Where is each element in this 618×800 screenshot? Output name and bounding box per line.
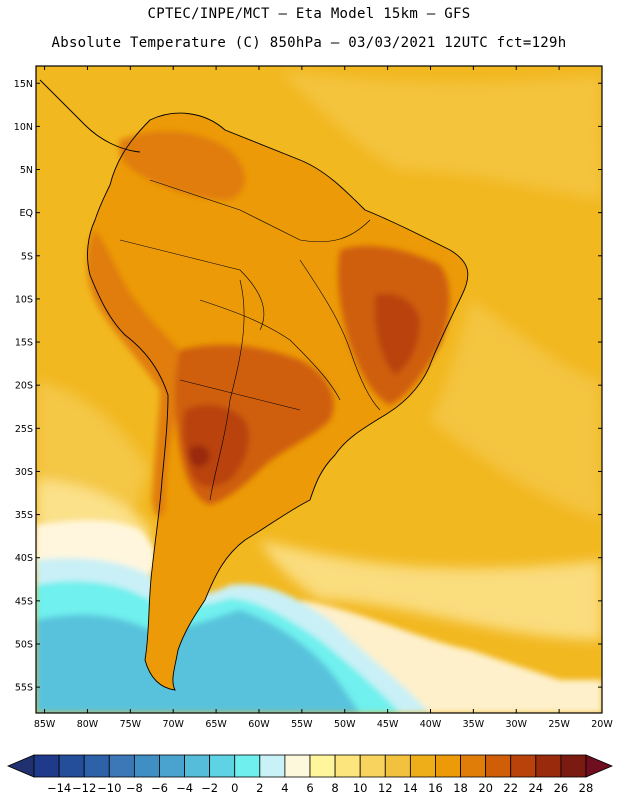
continent: [39, 79, 469, 691]
lon-label: 35W: [463, 719, 485, 730]
map-title-line2: Absolute Temperature (C) 850hPa – 03/03/…: [51, 35, 567, 51]
colorbar-label: 28: [579, 781, 594, 795]
colorbar-low-arrow: [6, 754, 35, 778]
colorbar-swatch: [460, 754, 487, 778]
colorbar: −14 −12 −10 −8 −6 −4 −2 0 2 4 6 8 10 12 14 16 18 20 22 24 26…: [6, 754, 614, 795]
colorbar-swatch: [58, 754, 85, 778]
lat-label: 45S: [15, 596, 33, 607]
colorbar-high-arrow: [585, 754, 614, 778]
lon-label: 80W: [77, 719, 99, 730]
ocean-north-light: [280, 70, 602, 200]
colorbar-swatch: [234, 754, 261, 778]
latitude-axis: 15N 10N 5N EQ 5S 10S 15S 20S 25S 30S 35S 40S 45S 50S 5…: [14, 79, 602, 694]
colorbar-label: 22: [503, 781, 518, 795]
colorbar-swatch: [560, 754, 587, 778]
ocean-southeast-light: [260, 540, 602, 640]
heat-peak: [188, 445, 210, 467]
lon-label: 50W: [334, 719, 356, 730]
colorbar-label: 12: [378, 781, 393, 795]
colorbar-swatch: [133, 754, 160, 778]
colorbar-label: 16: [428, 781, 443, 795]
lon-label: 30W: [506, 719, 528, 730]
lon-label: 60W: [248, 719, 270, 730]
colorbar-label: −14: [47, 781, 71, 795]
colorbar-swatch: [309, 754, 336, 778]
colorbar-swatch: [485, 754, 512, 778]
colorbar-swatch: [284, 754, 311, 778]
colorbar-label: 2: [256, 781, 263, 795]
lat-label: 20S: [15, 381, 33, 392]
plot-frame: [35, 65, 603, 714]
lon-label: 70W: [162, 719, 184, 730]
lat-label: 55S: [15, 683, 33, 694]
colorbar-label: 26: [554, 781, 569, 795]
longitude-axis: 85W 80W 75W 70W 65W 60W 55W 50W 45W 40W 35W 30W 25W 2…: [34, 66, 613, 730]
colorbar-swatch: [409, 754, 436, 778]
lon-label: 65W: [205, 719, 227, 730]
lon-label: 40W: [420, 719, 442, 730]
lat-label: 40S: [15, 553, 33, 564]
colorbar-swatch: [334, 754, 361, 778]
colorbar-label: −12: [72, 781, 96, 795]
lat-label: 15N: [14, 79, 33, 90]
lat-label: 5N: [20, 165, 33, 176]
lon-label: 55W: [291, 719, 313, 730]
colorbar-swatch: [33, 754, 60, 778]
lat-label: 10S: [15, 294, 33, 305]
heat-north: [119, 131, 245, 200]
colorbar-label: −2: [201, 781, 218, 795]
colorbar-swatch: [535, 754, 562, 778]
colorbar-swatch: [384, 754, 411, 778]
lon-label: 25W: [548, 719, 570, 730]
lon-label: 85W: [34, 719, 56, 730]
colorbar-swatch: [83, 754, 110, 778]
heat-core-ne: [375, 293, 420, 375]
colorbar-swatch: [510, 754, 537, 778]
colorbar-swatch: [209, 754, 236, 778]
colorbar-label: −4: [176, 781, 193, 795]
map-field: [36, 66, 602, 713]
lat-label: 35S: [15, 510, 33, 521]
colorbar-label: 14: [403, 781, 418, 795]
lon-label: 75W: [120, 719, 142, 730]
colorbar-swatch: [435, 754, 461, 778]
colorbar-swatch: [184, 754, 211, 778]
colorbar-swatch: [159, 754, 185, 778]
lat-label: 10N: [14, 122, 33, 133]
lat-label: 5S: [21, 251, 33, 262]
central-america: [39, 79, 141, 153]
lat-label: 50S: [15, 639, 33, 650]
lat-label: 30S: [15, 467, 33, 478]
ocean-east-light: [430, 300, 602, 520]
light-blue-water: [36, 610, 360, 713]
colorbar-label: 8: [331, 781, 338, 795]
colorbar-label: 20: [478, 781, 493, 795]
colorbar-label: 24: [528, 781, 543, 795]
lat-label: EQ: [20, 208, 33, 219]
colorbar-label: −8: [126, 781, 143, 795]
colorbar-label: 0: [231, 781, 238, 795]
lat-label: 25S: [15, 424, 33, 435]
borders: [119, 179, 381, 501]
colorbar-label: −6: [151, 781, 168, 795]
coastline: [87, 112, 469, 691]
colorbar-swatch: [259, 754, 286, 778]
heat-andes: [87, 230, 194, 517]
map-title-line1: CPTEC/INPE/MCT – Eta Model 15km – GFS: [147, 6, 471, 22]
colorbar-label: 18: [453, 781, 468, 795]
lat-label: 15S: [15, 338, 33, 349]
colorbar-label: 6: [306, 781, 313, 795]
lon-label: 20W: [591, 719, 613, 730]
colorbar-label: 4: [281, 781, 288, 795]
colorbar-swatch: [359, 754, 386, 778]
colorbar-swatch: [108, 754, 135, 778]
lon-label: 45W: [377, 719, 399, 730]
colorbar-label: −10: [97, 781, 121, 795]
colorbar-label: 10: [353, 781, 368, 795]
